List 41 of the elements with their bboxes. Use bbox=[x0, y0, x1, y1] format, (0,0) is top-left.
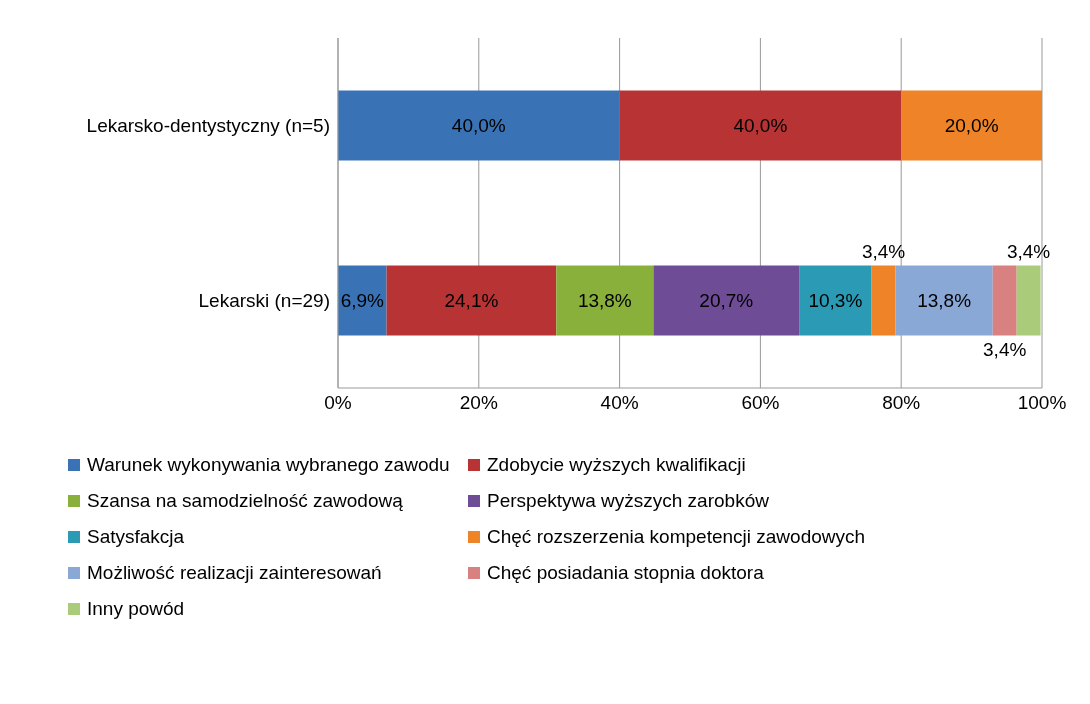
bar bbox=[871, 265, 896, 336]
legend-label: Inny powód bbox=[87, 598, 185, 620]
x-tick-label: 20% bbox=[459, 392, 498, 414]
bar bbox=[653, 265, 800, 336]
data-label: 20,0% bbox=[944, 115, 999, 136]
data-label: 3,4% bbox=[983, 339, 1027, 360]
data-label: 13,8% bbox=[577, 290, 632, 311]
data-label: 10,3% bbox=[808, 290, 863, 311]
legend-label: Szansa na samodzielność zawodową bbox=[87, 490, 403, 512]
legend-label: Chęć rozszerzenia kompetencji zawodowych bbox=[487, 526, 866, 548]
bar bbox=[386, 265, 557, 336]
legend-label: Zdobycie wyższych kwalifikacji bbox=[487, 454, 746, 476]
legend-label: Perspektywa wyższych zarobków bbox=[487, 490, 769, 512]
legend-label: Chęć posiadania stopnia doktora bbox=[487, 562, 764, 584]
data-label: 40,0% bbox=[733, 115, 788, 136]
data-label: 24,1% bbox=[444, 290, 499, 311]
x-tick-label: 60% bbox=[741, 392, 780, 414]
bar bbox=[1016, 265, 1041, 336]
bar bbox=[338, 265, 387, 336]
x-tick-label: 80% bbox=[882, 392, 921, 414]
data-label: 3,4% bbox=[861, 241, 906, 262]
legend-label: Satysfakcja bbox=[87, 526, 185, 548]
data-label: 3,4% bbox=[1006, 241, 1051, 262]
y-tick-label: Lekarsko-dentystyczny (n=5) bbox=[86, 115, 330, 137]
legend-label: Możliwość realizacji zainteresowań bbox=[87, 562, 382, 584]
data-label: 20,7% bbox=[699, 290, 754, 311]
x-tick-label: 100% bbox=[1017, 392, 1067, 414]
bar bbox=[901, 90, 1042, 161]
y-tick-label: Lekarski (n=29) bbox=[198, 290, 330, 312]
data-label: 6,9% bbox=[340, 290, 385, 311]
x-tick-label: 0% bbox=[324, 392, 352, 414]
legend-label: Warunek wykonywania wybranego zawodu bbox=[87, 454, 450, 476]
bar bbox=[895, 265, 993, 336]
bar bbox=[556, 265, 654, 336]
bar bbox=[799, 265, 872, 336]
bar bbox=[619, 90, 902, 161]
data-label: 40,0% bbox=[451, 115, 506, 136]
bar bbox=[338, 90, 620, 161]
data-label: 13,8% bbox=[917, 290, 972, 311]
bar bbox=[992, 265, 1017, 336]
x-tick-label: 40% bbox=[600, 392, 639, 414]
